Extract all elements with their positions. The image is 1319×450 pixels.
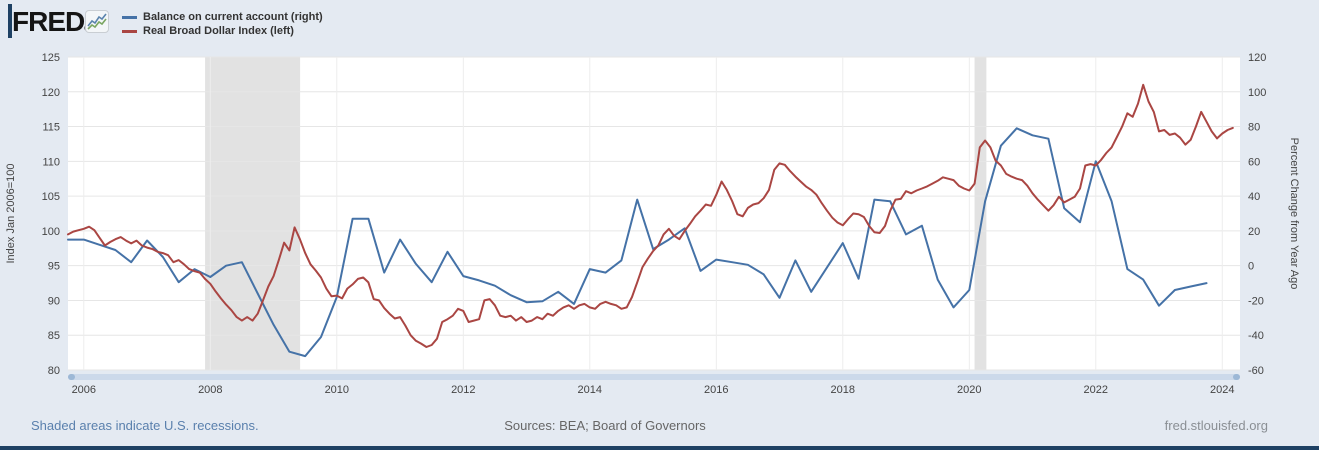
- left-axis-tick-label: 85: [48, 330, 60, 342]
- legend-label-balance: Balance on current account (right): [143, 11, 323, 23]
- recession-band: [205, 57, 301, 370]
- legend: Balance on current account (right) Real …: [122, 10, 323, 38]
- right-axis-tick-label: 40: [1248, 191, 1260, 203]
- left-axis-tick-label: 105: [42, 191, 60, 203]
- legend-item-dollar-index[interactable]: Real Broad Dollar Index (left): [122, 24, 323, 38]
- x-axis-tick-label: 2014: [578, 384, 602, 396]
- slider-handle-right[interactable]: [1233, 374, 1240, 380]
- fred-site-link[interactable]: fred.stlouisfed.org: [1164, 418, 1268, 433]
- bottom-edge-bar: [0, 446, 1319, 450]
- left-axis-tick-label: 110: [42, 156, 60, 168]
- x-axis-tick-label: 2010: [325, 384, 349, 396]
- left-axis-tick-label: 125: [42, 52, 60, 64]
- left-axis-tick-label: 120: [42, 87, 60, 99]
- legend-swatch-blue: [122, 15, 137, 19]
- right-axis-tick-label: -60: [1248, 365, 1264, 377]
- legend-label-dollar-index: Real Broad Dollar Index (left): [143, 25, 294, 37]
- slider-handle-left[interactable]: [68, 374, 75, 380]
- x-axis-tick-label: 2022: [1084, 384, 1108, 396]
- left-axis-title: Index Jan 2006=100: [5, 163, 17, 263]
- recession-band: [974, 57, 987, 370]
- series-line-balance-on-current-account[interactable]: [67, 127, 1208, 358]
- right-axis-tick-label: 120: [1248, 52, 1266, 64]
- left-edge-bar: [8, 4, 12, 38]
- right-axis-tick-label: 100: [1248, 87, 1266, 99]
- x-axis-tick-label: 2024: [1210, 384, 1234, 396]
- x-axis-tick-label: 2020: [957, 384, 981, 396]
- right-axis-tick-label: 60: [1248, 156, 1260, 168]
- left-axis-tick-label: 115: [42, 122, 60, 134]
- left-axis-tick-label: 80: [48, 365, 60, 377]
- x-axis-tick-label: 2012: [451, 384, 475, 396]
- fred-logo[interactable]: FRED®: [12, 6, 90, 38]
- recession-note: Shaded areas indicate U.S. recessions.: [31, 418, 259, 433]
- right-axis-tick-label: 0: [1248, 261, 1254, 273]
- date-range-slider[interactable]: [68, 374, 1240, 380]
- left-axis-tick-label: 100: [42, 226, 60, 238]
- fred-sparkline-icon: [85, 10, 109, 33]
- right-axis-tick-label: 20: [1248, 226, 1260, 238]
- legend-item-balance[interactable]: Balance on current account (right): [122, 10, 323, 24]
- series-line-real-broad-dollar-index[interactable]: [67, 83, 1234, 348]
- x-axis-tick-label: 2006: [72, 384, 96, 396]
- x-axis-tick-label: 2018: [831, 384, 855, 396]
- x-axis-tick-label: 2008: [198, 384, 222, 396]
- sources-text: Sources: BEA; Board of Governors: [504, 418, 706, 433]
- legend-swatch-red: [122, 29, 137, 33]
- right-axis-tick-label: -40: [1248, 330, 1264, 342]
- right-axis-tick-label: 80: [1248, 122, 1260, 134]
- right-axis-tick-label: -20: [1248, 295, 1264, 307]
- right-axis-title: Percent Change from Year Ago: [1288, 138, 1300, 290]
- left-axis-tick-label: 95: [48, 261, 60, 273]
- left-axis-tick-label: 90: [48, 295, 60, 307]
- x-axis-tick-label: 2016: [704, 384, 728, 396]
